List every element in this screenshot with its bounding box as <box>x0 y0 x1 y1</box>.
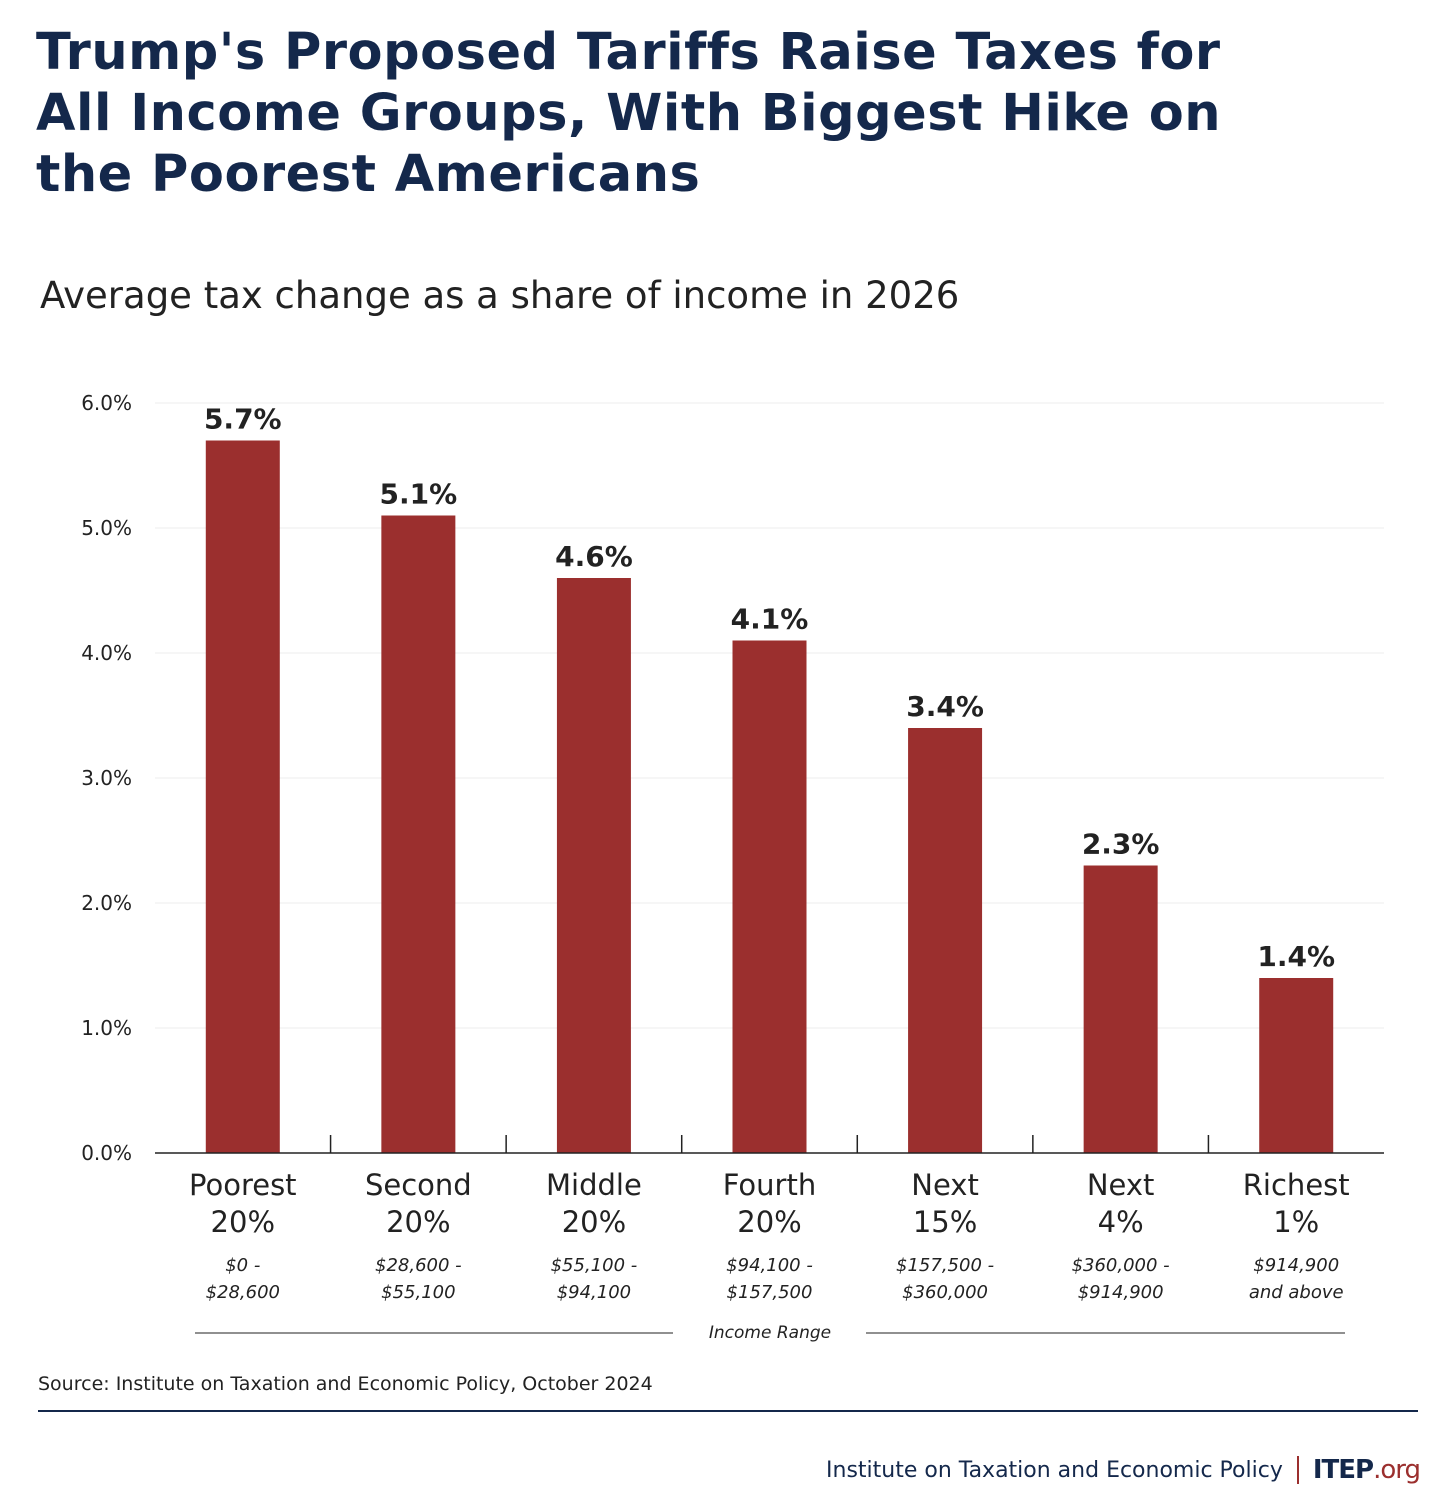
x-tick-label: Richest <box>1243 1168 1350 1202</box>
x-tick-label: Next <box>911 1168 979 1202</box>
data-label: 2.3% <box>1082 828 1160 861</box>
footer: Institute on Taxation and Economic Polic… <box>826 1455 1421 1485</box>
income-range-label: $914,900 <box>1253 1255 1339 1276</box>
footer-divider <box>38 1410 1418 1412</box>
y-tick-label: 5.0% <box>81 516 132 540</box>
x-tick-label: 15% <box>913 1205 977 1239</box>
income-range-label: and above <box>1249 1282 1344 1303</box>
bar-1 <box>381 515 456 1153</box>
bar-4 <box>908 728 983 1153</box>
x-tick-label: 20% <box>737 1205 801 1239</box>
income-range-label: $94,100 - <box>726 1255 813 1276</box>
x-tick-label: Poorest <box>189 1168 297 1202</box>
data-label: 4.6% <box>555 540 633 573</box>
x-tick-label: Fourth <box>723 1168 816 1202</box>
y-tick-label: 4.0% <box>81 641 132 665</box>
x-tick-label: 4% <box>1098 1205 1144 1239</box>
income-range-label: $360,000 - <box>1072 1255 1170 1276</box>
bar-5 <box>1083 865 1158 1153</box>
data-label: 5.1% <box>380 478 458 511</box>
x-tick-label: 20% <box>211 1205 275 1239</box>
footer-separator <box>1296 1456 1299 1484</box>
x-tick-label: 20% <box>562 1205 626 1239</box>
data-label: 4.1% <box>731 603 809 636</box>
data-label: 3.4% <box>906 690 984 723</box>
x-axis-title: Income Range <box>709 1323 831 1343</box>
x-tick-label: Middle <box>546 1168 642 1202</box>
x-tick-label: 1% <box>1273 1205 1319 1239</box>
x-tick-label: 20% <box>386 1205 450 1239</box>
income-range-label: $157,500 <box>727 1282 813 1303</box>
org-name: Institute on Taxation and Economic Polic… <box>826 1457 1283 1483</box>
income-range-label: $157,500 - <box>896 1255 994 1276</box>
chart-title: Trump's Proposed Tariffs Raise Taxes for… <box>36 23 1222 204</box>
income-range-label: $360,000 <box>902 1282 988 1303</box>
income-range-label: $28,600 - <box>375 1255 462 1276</box>
y-tick-label: 3.0% <box>81 766 132 790</box>
chart-subtitle: Average tax change as a share of income … <box>40 274 960 317</box>
y-tick-label: 6.0% <box>81 391 132 415</box>
data-label: 1.4% <box>1257 940 1335 973</box>
y-tick-label: 0.0% <box>81 1141 132 1165</box>
income-range-label: $55,100 <box>381 1282 455 1303</box>
x-tick-label: Second <box>365 1168 472 1202</box>
bar-chart: 0.0%1.0%2.0%3.0%4.0%5.0%6.0% 5.7%Poorest2… <box>81 391 1384 1343</box>
logo-main: ITEP <box>1312 1455 1374 1485</box>
y-tick-label: 1.0% <box>81 1016 132 1040</box>
income-range-label: $28,600 <box>206 1282 280 1303</box>
bar-2 <box>556 578 631 1153</box>
income-range-label: $914,900 <box>1078 1282 1164 1303</box>
income-range-label: $94,100 <box>557 1282 631 1303</box>
logo-suffix: .org <box>1373 1455 1421 1485</box>
income-range-label: $55,100 - <box>551 1255 638 1276</box>
bar-3 <box>732 640 807 1153</box>
bar-0 <box>205 440 280 1153</box>
x-tick-label: Next <box>1087 1168 1155 1202</box>
bar-6 <box>1259 978 1334 1153</box>
source-note: Source: Institute on Taxation and Econom… <box>38 1373 653 1395</box>
itep-logo[interactable]: ITEP.org <box>1312 1455 1421 1485</box>
income-range-label: $0 - <box>225 1255 260 1276</box>
y-tick-label: 2.0% <box>81 891 132 915</box>
data-label: 5.7% <box>204 403 282 436</box>
